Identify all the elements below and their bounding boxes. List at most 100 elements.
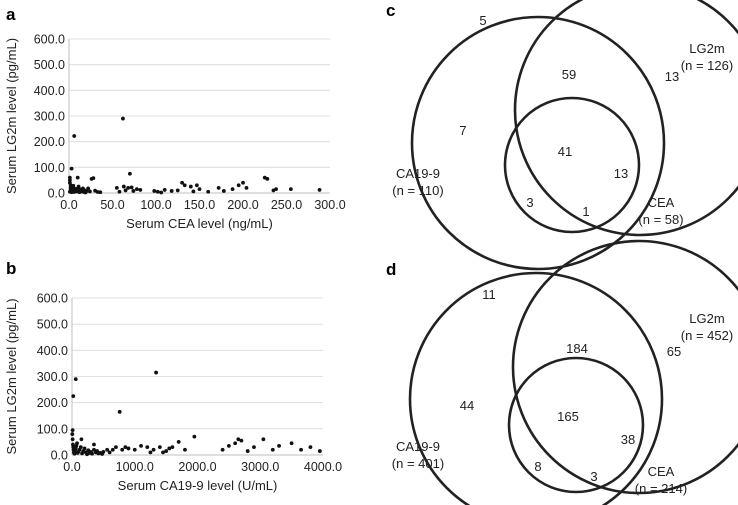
data-point-a-42 [126, 185, 131, 190]
data-point-a-61 [216, 185, 221, 190]
venn-d-ca199-circle [408, 271, 664, 505]
data-point-b-47 [148, 450, 153, 455]
data-point-b-57 [192, 434, 197, 439]
data-point-a-51 [162, 188, 167, 192]
venn-c-lg2m-cea-count: 13 [614, 166, 628, 181]
data-point-b-23 [90, 451, 94, 456]
venn-d-cea-n: (n = 214) [635, 481, 687, 496]
data-point-a-30 [86, 186, 91, 191]
data-point-a-62 [221, 189, 226, 193]
panel-letter-b: b [6, 259, 16, 278]
data-point-b-35 [92, 442, 96, 447]
x-axis-label-a: Serum CEA level (ng/mL) [126, 216, 273, 231]
venn-c-lg2m-circle [513, 0, 738, 237]
data-point-a-17 [76, 184, 81, 189]
venn-c-cea-n: (n = 58) [638, 212, 683, 227]
venn-d-outside-count: 11 [482, 287, 496, 302]
y-tick-label-a-4: 400.0 [34, 84, 65, 98]
data-point-a-43 [127, 171, 132, 176]
data-point-b-43 [126, 446, 131, 451]
data-point-b-1 [70, 437, 75, 442]
data-point-a-31 [87, 189, 92, 194]
panel-letter-d: d [386, 260, 396, 279]
data-point-a-40 [121, 184, 126, 189]
y-tick-label-b-3: 300.0 [37, 370, 68, 384]
x-tick-label-a-2: 100.0 [140, 198, 171, 212]
data-point-b-14 [78, 445, 83, 450]
y-tick-label-b-0: 0.0 [51, 449, 68, 463]
y-tick-label-a-3: 300.0 [34, 110, 65, 124]
venn-c-lg2m-n: (n = 126) [681, 58, 733, 73]
data-point-b-30 [101, 449, 106, 454]
data-point-b-48 [151, 447, 156, 452]
data-point-a-57 [191, 189, 196, 194]
x-tick-label-b-1: 1000.0 [116, 460, 154, 474]
venn-d-ca199-cea-count: 8 [534, 459, 541, 474]
venn-d-lg2m-cea-count: 38 [621, 432, 635, 447]
panel-letter-c: c [386, 1, 395, 20]
data-point-b-55 [176, 440, 181, 444]
data-point-a-58 [194, 183, 199, 188]
data-point-b-33 [70, 428, 75, 433]
data-point-b-66 [270, 447, 275, 452]
data-point-a-63 [230, 187, 235, 192]
data-point-a-44 [129, 185, 134, 190]
data-point-a-60 [206, 189, 211, 194]
data-point-b-45 [139, 443, 143, 448]
data-point-a-48 [152, 189, 157, 193]
y-tick-label-b-4: 400.0 [37, 344, 68, 358]
data-point-a-59 [197, 187, 202, 192]
data-point-b-31 [71, 394, 76, 399]
panel-letter-a: a [6, 5, 16, 24]
data-point-b-62 [239, 438, 244, 443]
data-point-a-28 [72, 134, 77, 138]
data-point-b-38 [110, 447, 115, 452]
data-point-a-33 [91, 176, 96, 181]
venn-c-ca199-cea-count: 3 [526, 195, 533, 210]
venn-c-cea-only-count: 1 [582, 204, 589, 219]
data-point-b-67 [277, 443, 281, 448]
data-point-b-42 [123, 445, 128, 450]
venn-c-lg2m-only-count: 13 [665, 69, 679, 84]
data-point-a-54 [180, 180, 185, 185]
data-point-b-32 [73, 377, 78, 382]
scatter-plot-a: 0.0 100.0 200.0 300.0 400.0 500.0 600.0 0.0 50.0… [4, 33, 346, 232]
data-point-b-63 [245, 449, 250, 453]
venn-d-lg2m-circle [511, 239, 738, 495]
y-tick-label-b-1: 100.0 [37, 422, 68, 436]
x-axis-label-b: Serum CA19-9 level (U/mL) [118, 478, 278, 493]
venn-c-cea-circle [503, 96, 641, 234]
data-point-a-64 [236, 183, 241, 188]
data-point-a-70 [274, 187, 278, 192]
x-tick-label-a-5: 250.0 [271, 198, 302, 212]
data-point-b-0 [70, 432, 75, 436]
x-tick-label-a-3: 150.0 [184, 198, 215, 212]
data-point-b-51 [161, 450, 165, 455]
data-point-b-56 [183, 447, 187, 452]
x-tick-label-b-3: 3000.0 [241, 460, 279, 474]
venn-c-ca199-circle [410, 15, 666, 271]
venn-d-ca199-label: CA19-9 [396, 439, 440, 454]
data-point-a-27 [69, 166, 74, 171]
x-tick-label-a-6: 300.0 [314, 198, 345, 212]
data-point-b-65 [261, 437, 266, 442]
data-point-a-47 [138, 188, 143, 192]
data-point-b-59 [226, 443, 231, 448]
data-point-a-36 [98, 190, 103, 195]
data-point-b-41 [120, 447, 125, 452]
data-point-a-49 [155, 189, 160, 194]
data-point-b-70 [308, 445, 313, 450]
data-point-b-34 [79, 437, 84, 442]
data-point-a-53 [175, 188, 180, 193]
x-tick-label-b-2: 2000.0 [178, 460, 216, 474]
data-point-b-71 [317, 449, 322, 453]
data-point-a-41 [123, 188, 128, 193]
data-point-b-50 [157, 445, 162, 450]
venn-c-all-three-count: 41 [558, 144, 572, 159]
data-point-a-68 [265, 176, 270, 181]
data-point-b-64 [252, 445, 256, 450]
y-tick-label-a-1: 100.0 [34, 161, 65, 175]
data-point-b-39 [114, 445, 118, 450]
data-point-a-39 [117, 189, 122, 194]
